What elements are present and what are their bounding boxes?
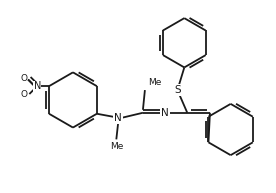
Text: O: O xyxy=(20,74,27,83)
Text: O: O xyxy=(20,90,27,99)
Text: N: N xyxy=(34,81,41,91)
Text: Me: Me xyxy=(110,142,123,151)
Text: N: N xyxy=(115,113,122,123)
Text: Me: Me xyxy=(148,78,161,87)
Text: N: N xyxy=(161,108,168,118)
Text: S: S xyxy=(174,85,181,95)
